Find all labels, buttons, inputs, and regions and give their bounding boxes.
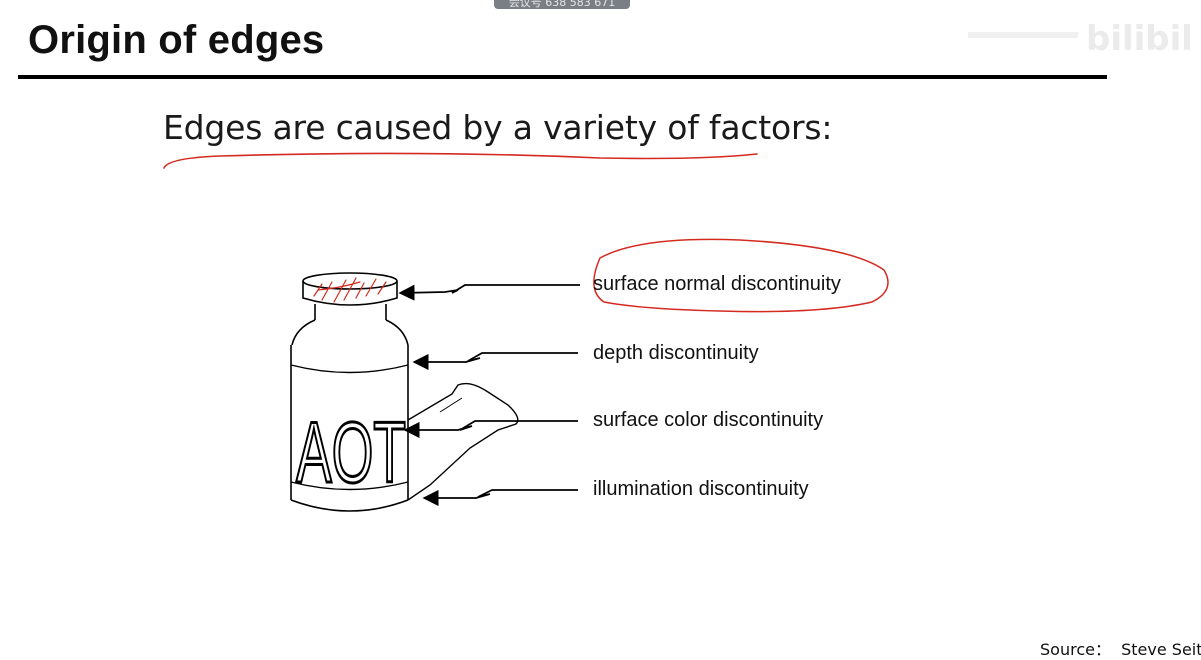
meeting-id-badge[interactable]: 会议号 638 583 671 bbox=[494, 0, 630, 9]
label-surface-color-discontinuity: surface color discontinuity bbox=[593, 409, 824, 431]
label-depth-discontinuity: depth discontinuity bbox=[593, 342, 759, 364]
bottle-label-text: AOT bbox=[296, 405, 406, 501]
bilibili-logo-icon: bilibili bbox=[1086, 19, 1194, 59]
label-surface-normal-discontinuity: surface normal discontinuity bbox=[593, 273, 841, 295]
watermark-text: bilibili bbox=[1086, 19, 1194, 59]
red-underline-annotation bbox=[163, 152, 758, 169]
watermark-faint bbox=[968, 32, 1078, 38]
label-illumination-discontinuity: illumination discontinuity bbox=[593, 478, 809, 500]
meeting-id-text: 会议号 638 583 671 bbox=[508, 0, 616, 9]
source-credit: Source： Steve Seitz bbox=[1040, 640, 1201, 659]
bottle-illustration: AOT bbox=[290, 272, 519, 512]
slide-subtitle: Edges are caused by a variety of factors… bbox=[163, 108, 833, 147]
slide-title: Origin of edges bbox=[28, 18, 325, 62]
title-rule bbox=[18, 75, 1107, 79]
